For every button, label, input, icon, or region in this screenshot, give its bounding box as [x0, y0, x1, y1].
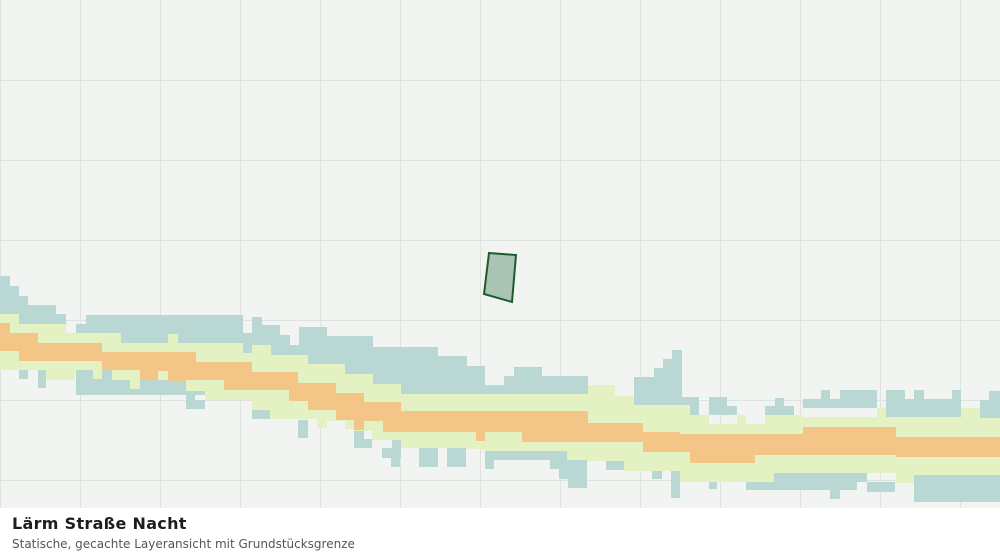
map-view — [0, 0, 1000, 508]
caption-panel: Lärm Straße Nacht Statische, gecachte La… — [0, 508, 1000, 560]
layer-title: Lärm Straße Nacht — [12, 514, 187, 533]
noise-zone-high — [0, 323, 1000, 463]
parcel-boundary — [482, 251, 518, 304]
layer-subtitle: Statische, gecachte Layeransicht mit Gru… — [12, 537, 355, 551]
